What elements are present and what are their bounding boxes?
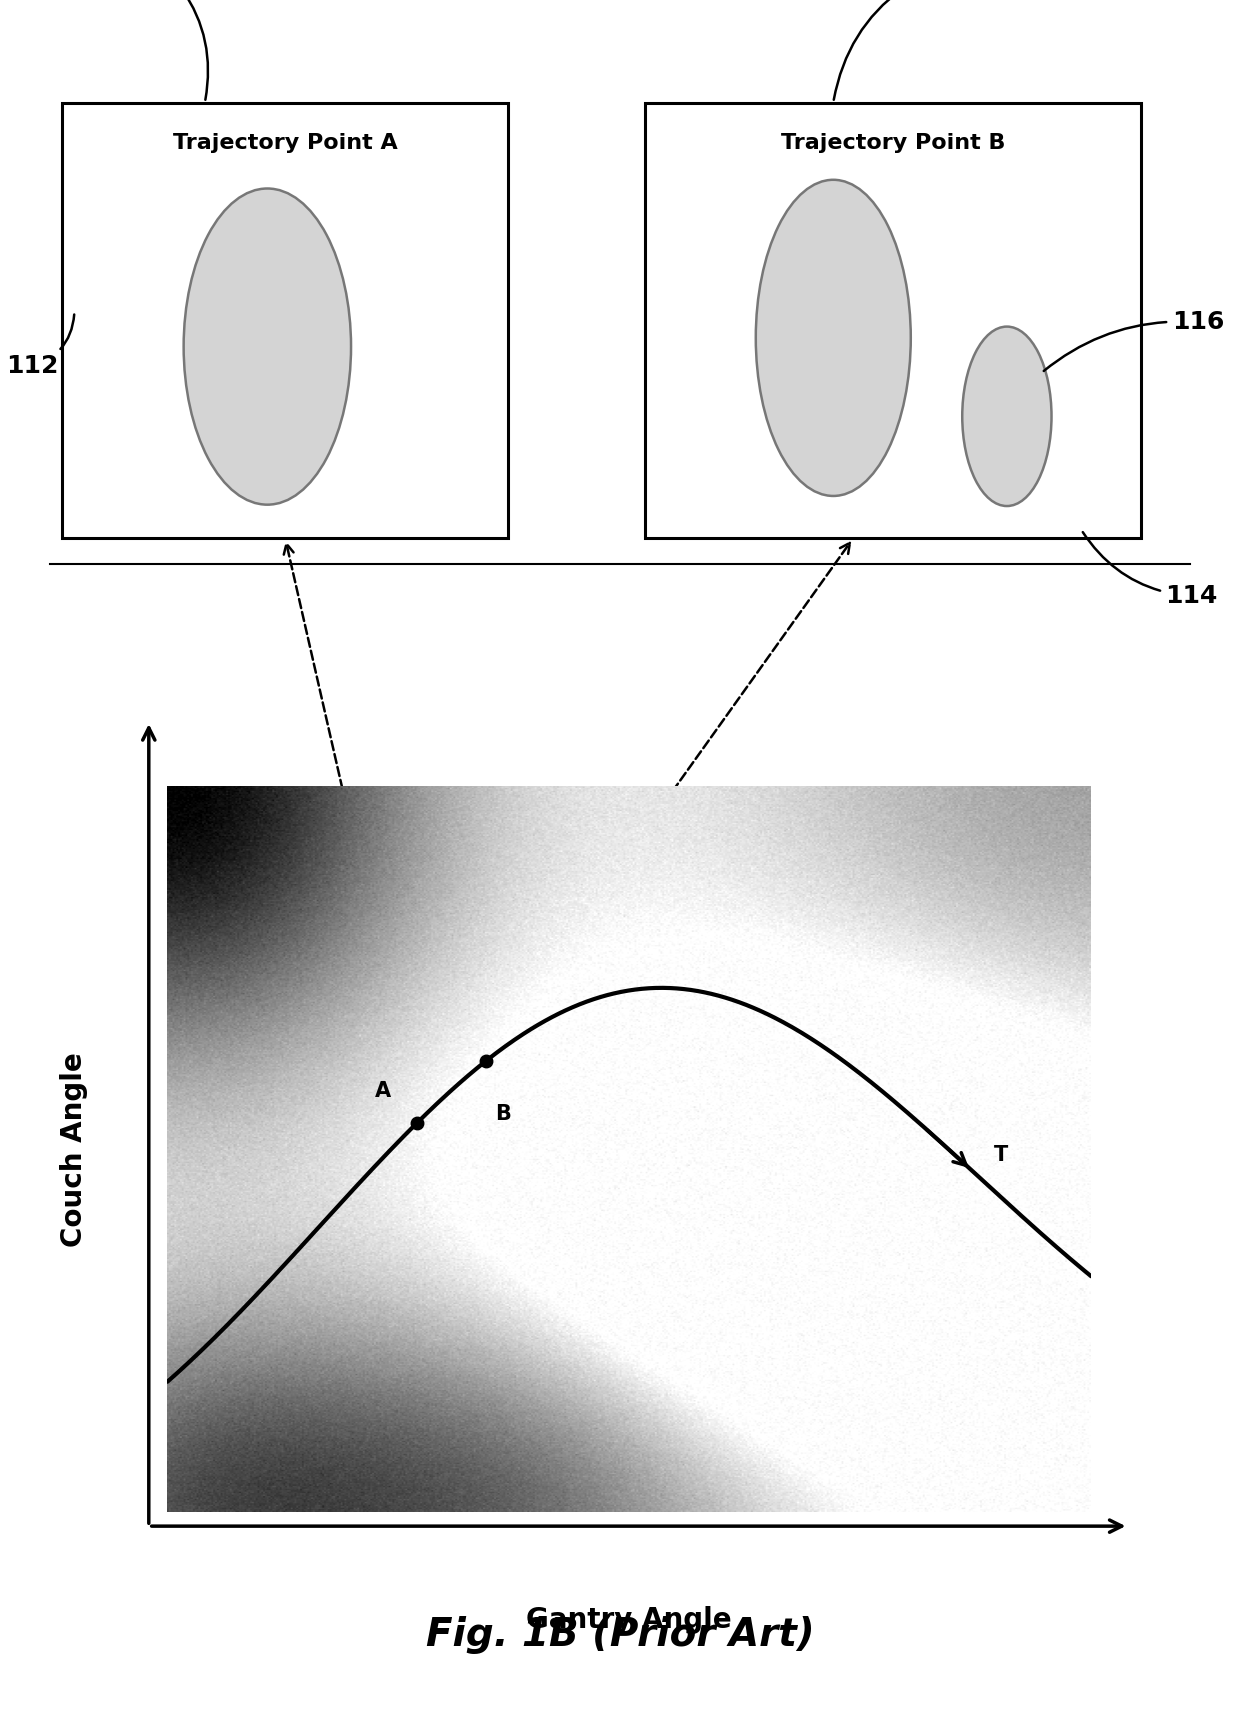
Text: T: T (994, 1145, 1008, 1166)
Text: 116: 116 (1044, 309, 1224, 371)
Text: Trajectory Point B: Trajectory Point B (780, 133, 1006, 154)
Text: Gantry Angle: Gantry Angle (527, 1606, 732, 1634)
FancyBboxPatch shape (645, 103, 1141, 538)
Text: 110: 110 (833, 0, 955, 99)
Text: Fig. 1B (Prior Art): Fig. 1B (Prior Art) (425, 1617, 815, 1654)
Text: 114: 114 (1083, 531, 1218, 608)
Text: Couch Angle: Couch Angle (61, 1053, 88, 1246)
Text: 112: 112 (6, 314, 74, 378)
Ellipse shape (756, 179, 910, 496)
FancyBboxPatch shape (62, 103, 508, 538)
Text: 108: 108 (143, 0, 208, 99)
Ellipse shape (184, 188, 351, 504)
Text: Trajectory Point A: Trajectory Point A (172, 133, 398, 154)
Text: B: B (495, 1104, 511, 1125)
Text: A: A (374, 1082, 391, 1101)
Ellipse shape (962, 326, 1052, 506)
